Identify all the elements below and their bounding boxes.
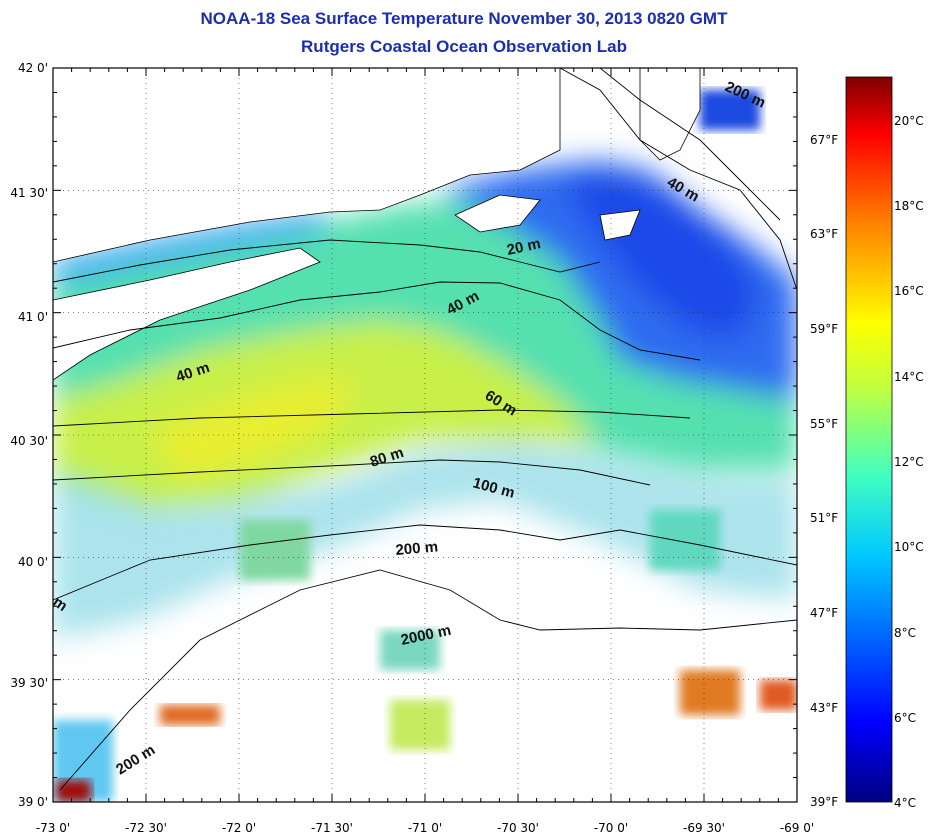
map-title: NOAA-18 Sea Surface Temperature November… xyxy=(200,9,728,28)
lat-label: 42 0' xyxy=(18,61,48,75)
longitude-labels: -73 0' -72 30' -72 0' -71 30' -71 0' -70… xyxy=(36,821,814,835)
fahrenheit-label: 67°F xyxy=(810,133,838,147)
lon-label: -71 30' xyxy=(311,821,353,835)
celsius-label: 10°C xyxy=(894,540,924,554)
lon-label: -69 0' xyxy=(780,821,814,835)
celsius-label: 18°C xyxy=(894,199,924,213)
lat-lon-grid xyxy=(53,68,797,802)
contour-label: 200 m xyxy=(395,538,439,559)
lon-label: -72 0' xyxy=(222,821,256,835)
sst-speckles xyxy=(53,90,797,802)
lat-label: 40 30' xyxy=(10,434,48,448)
celsius-label: 6°C xyxy=(894,711,916,725)
lat-label: 40 0' xyxy=(18,555,48,569)
lon-label: -73 0' xyxy=(36,821,70,835)
celsius-label: 16°C xyxy=(894,284,924,298)
lon-label: -71 0' xyxy=(408,821,442,835)
latitude-labels: 42 0' 41 30' 41 0' 40 30' 40 0' 39 30' 3… xyxy=(10,61,48,809)
contour-label: 20 m xyxy=(505,235,542,259)
celsius-label: 4°C xyxy=(894,796,916,810)
lat-label: 39 0' xyxy=(18,795,48,809)
lon-label: -70 30' xyxy=(497,821,539,835)
lat-label: 41 0' xyxy=(18,310,48,324)
fahrenheit-label: 51°F xyxy=(810,511,838,525)
colorbar xyxy=(845,76,893,803)
celsius-label: 14°C xyxy=(894,370,924,384)
celsius-label: 12°C xyxy=(894,455,924,469)
fahrenheit-label: 59°F xyxy=(810,322,838,336)
fahrenheit-label: 47°F xyxy=(810,606,838,620)
fahrenheit-label: 55°F xyxy=(810,417,838,431)
celsius-labels: 20°C 18°C 16°C 14°C 12°C 10°C 8°C 6°C 4°… xyxy=(894,114,924,810)
celsius-label: 20°C xyxy=(894,114,924,128)
lon-label: -72 30' xyxy=(125,821,167,835)
fahrenheit-label: 39°F xyxy=(810,795,838,809)
bathymetry-contours xyxy=(53,68,797,791)
fahrenheit-labels: 67°F 63°F 59°F 55°F 51°F 47°F 43°F 39°F xyxy=(810,133,838,809)
fahrenheit-label: 63°F xyxy=(810,227,838,241)
lon-label: -69 30' xyxy=(683,821,725,835)
lon-label: -70 0' xyxy=(594,821,628,835)
lat-label: 39 30' xyxy=(10,676,48,690)
fahrenheit-label: 43°F xyxy=(810,701,838,715)
axis-ticks xyxy=(52,67,798,803)
celsius-label: 8°C xyxy=(894,626,916,640)
land xyxy=(53,68,701,381)
lat-label: 41 30' xyxy=(10,186,48,200)
map-subtitle: Rutgers Coastal Ocean Observation Lab xyxy=(301,37,627,56)
